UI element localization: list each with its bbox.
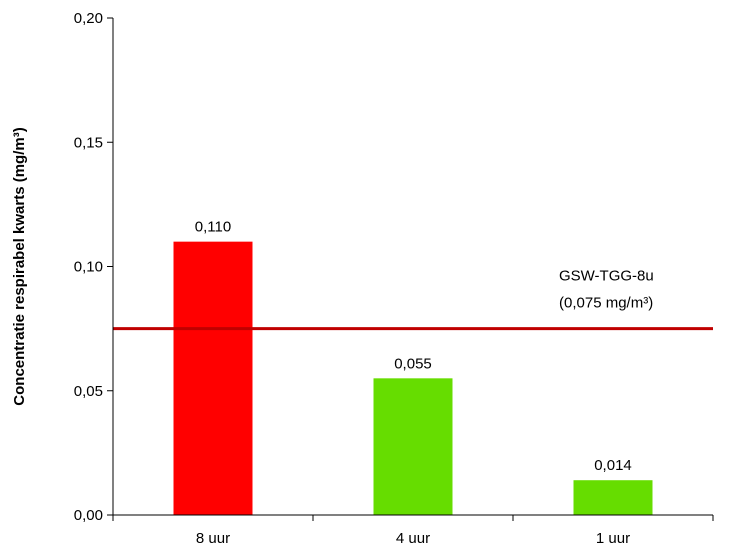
bar [173,241,253,515]
x-axis-categories: 8 uur 4 uur 1 uur [112,515,714,547]
bar [573,480,653,515]
bars: 0,110 0,055 0,014 [173,219,653,515]
bar-value-label: 0,110 [195,219,231,236]
y-tick-label: 0,20 [74,10,103,27]
y-axis-ticks: 0,00 0,05 0,10 0,15 0,20 [74,10,113,524]
x-category-label: 8 uur [196,530,230,547]
x-category-label: 1 uur [596,530,630,547]
y-axis-title: Concentratie respirabel kwarts (mg/m³) [11,127,28,405]
bar [373,378,453,515]
reference-line-label: GSW-TGG-8u [559,268,654,285]
y-tick-label: 0,05 [74,383,103,400]
reference-line-value-label: (0,075 mg/m³) [559,295,653,312]
reference-line-group: GSW-TGG-8u (0,075 mg/m³) [113,268,713,331]
bar-value-label: 0,014 [594,457,632,474]
x-category-label: 4 uur [396,530,430,547]
y-tick-label: 0,10 [74,259,103,276]
y-tick-label: 0,00 [74,507,103,524]
y-tick-label: 0,15 [74,134,103,151]
bar-value-label: 0,055 [394,355,432,372]
